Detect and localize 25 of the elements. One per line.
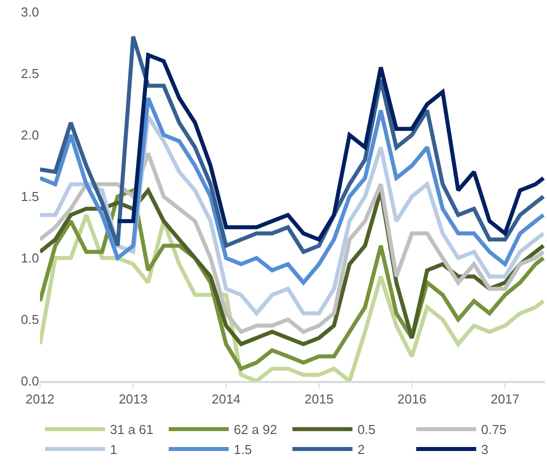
legend-label: 62 a 92 bbox=[234, 422, 278, 438]
line-series bbox=[40, 151, 545, 334]
legend-label: 3 bbox=[481, 442, 488, 458]
y-tick-label: 3.0 bbox=[20, 4, 39, 20]
y-tick-label: 2.0 bbox=[20, 128, 39, 143]
line-series bbox=[40, 34, 545, 254]
y-tick-label: 0.0 bbox=[20, 374, 39, 389]
y-tick-label: 2.5 bbox=[20, 66, 39, 82]
legend-label: 1 bbox=[110, 442, 118, 458]
legend-label: 2 bbox=[357, 442, 365, 458]
y-tick-label: 1.5 bbox=[20, 189, 39, 204]
line-series bbox=[116, 53, 545, 242]
x-tick-label: 2012 bbox=[26, 391, 54, 406]
x-tick-label: 2014 bbox=[212, 391, 241, 406]
x-tick-label: 2013 bbox=[118, 391, 148, 406]
x-tick-label: 2017 bbox=[490, 391, 520, 406]
legend-label: 1.5 bbox=[234, 442, 252, 458]
y-tick-label: 0.5 bbox=[20, 312, 39, 328]
line-series bbox=[40, 96, 545, 285]
x-tick-label: 2016 bbox=[397, 391, 426, 406]
legend-label: 0.5 bbox=[357, 422, 376, 438]
x-tick-label: 2015 bbox=[304, 391, 334, 406]
y-tick-label: 1.0 bbox=[20, 250, 39, 266]
legend-label: 31 a 61 bbox=[110, 422, 154, 438]
legend-label: 0.75 bbox=[481, 422, 506, 438]
